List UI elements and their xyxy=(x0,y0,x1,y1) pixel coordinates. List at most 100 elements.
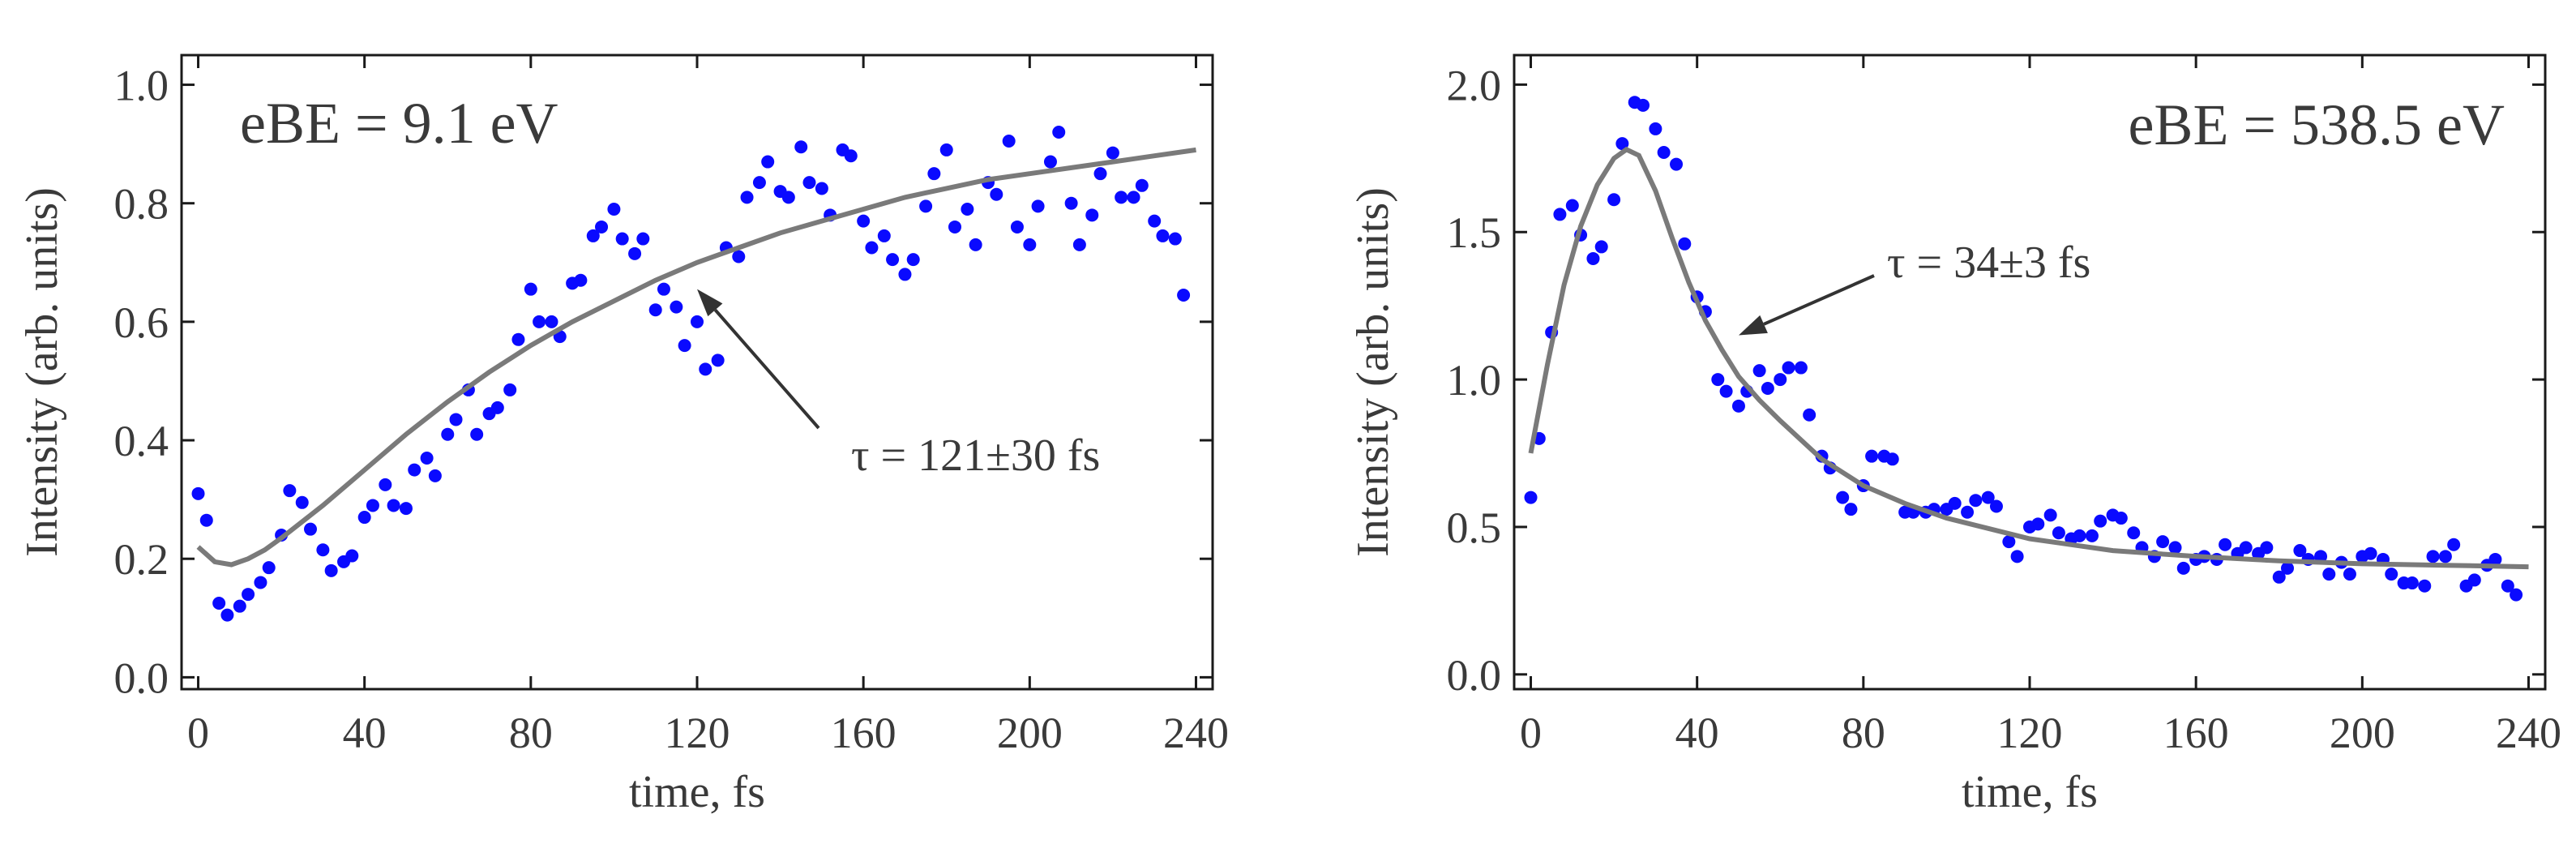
y-tick-label: 2.0 xyxy=(1447,61,1502,109)
data-point xyxy=(699,362,712,376)
data-point xyxy=(2219,538,2232,551)
x-tick-label: 160 xyxy=(2163,709,2229,757)
x-tick-label: 200 xyxy=(2330,709,2395,757)
data-point xyxy=(1948,496,1962,510)
data-point xyxy=(657,282,670,296)
data-point xyxy=(939,143,953,156)
data-point xyxy=(2052,526,2065,540)
data-point xyxy=(1637,98,1650,112)
x-tick-label: 40 xyxy=(1675,709,1719,757)
data-point xyxy=(906,253,920,267)
data-point xyxy=(1553,208,1567,221)
right-x-tick-labels: 0 40 80 120 160 200 240 xyxy=(1520,709,2561,757)
data-point xyxy=(2343,568,2356,581)
data-point xyxy=(781,191,795,204)
data-point xyxy=(2114,512,2128,525)
data-point xyxy=(191,486,205,500)
data-point xyxy=(1043,155,1057,169)
data-point xyxy=(1093,167,1107,181)
data-point xyxy=(428,469,442,482)
data-point xyxy=(2293,544,2307,558)
data-point xyxy=(220,608,234,622)
left-y-axis-label: Intensity (arb. units) xyxy=(17,187,67,557)
data-point xyxy=(2239,541,2253,555)
data-point xyxy=(2314,550,2328,563)
data-point xyxy=(2281,561,2294,575)
data-point xyxy=(648,303,662,317)
data-point xyxy=(1607,193,1621,207)
data-point xyxy=(545,315,558,328)
right-annotation-arrowhead xyxy=(1738,315,1768,336)
right-y-tick-labels: 0.0 0.5 1.0 1.5 2.0 xyxy=(1447,61,1502,699)
y-tick-label: 0.8 xyxy=(114,180,169,229)
data-point xyxy=(886,253,900,267)
data-point xyxy=(948,220,961,233)
data-point xyxy=(1761,382,1774,396)
data-point xyxy=(1865,449,1879,463)
data-point xyxy=(1085,208,1099,222)
right-ticks xyxy=(1514,55,2545,689)
left-y-tick-labels: 0.0 0.2 0.4 0.6 0.8 1.0 xyxy=(114,62,169,703)
data-point xyxy=(254,576,267,589)
data-point xyxy=(752,176,766,190)
y-tick-label: 1.0 xyxy=(1447,356,1502,405)
data-point xyxy=(815,182,828,195)
data-point xyxy=(449,413,463,426)
x-tick-label: 120 xyxy=(1997,709,2063,757)
data-point xyxy=(1711,373,1725,387)
data-point xyxy=(1524,491,1538,504)
data-point xyxy=(615,232,629,246)
left-data-points xyxy=(191,126,1191,622)
x-tick-label: 80 xyxy=(1842,709,1885,757)
data-point xyxy=(961,203,974,216)
right-x-axis-label: time, fs xyxy=(1962,767,2098,817)
data-point xyxy=(1031,199,1045,213)
data-point xyxy=(1731,399,1745,413)
y-tick-label: 0.4 xyxy=(114,417,169,465)
data-point xyxy=(607,203,621,216)
data-point xyxy=(524,282,537,296)
data-point xyxy=(678,339,691,353)
left-fit-curve xyxy=(196,147,1196,568)
data-point xyxy=(1981,491,1995,504)
data-point xyxy=(740,191,754,204)
data-point xyxy=(2156,535,2170,549)
data-point xyxy=(324,563,338,577)
data-point xyxy=(1615,137,1629,151)
data-point xyxy=(865,241,879,255)
right-fit-curve xyxy=(1528,146,2529,570)
data-point xyxy=(711,353,725,367)
data-point xyxy=(1594,240,1608,254)
data-point xyxy=(1836,491,1850,504)
data-point xyxy=(366,499,379,512)
data-point xyxy=(2085,529,2099,542)
data-point xyxy=(990,187,1003,201)
data-point xyxy=(1115,191,1128,204)
data-point xyxy=(898,268,912,281)
data-point xyxy=(199,513,213,527)
data-point xyxy=(1678,237,1692,251)
data-point xyxy=(1072,238,1086,251)
data-point xyxy=(628,246,642,260)
data-point xyxy=(2405,576,2419,590)
y-tick-label: 1.5 xyxy=(1447,208,1502,257)
data-point xyxy=(379,478,392,491)
data-point xyxy=(399,502,413,516)
data-point xyxy=(316,543,330,557)
data-point xyxy=(2010,550,2024,563)
data-point xyxy=(304,522,317,536)
data-point xyxy=(1961,505,1975,519)
x-tick-label: 240 xyxy=(2496,709,2561,757)
left-panel-label: eBE = 9.1 eV xyxy=(240,91,558,156)
data-point xyxy=(1148,214,1162,228)
data-point xyxy=(1052,126,1066,139)
x-tick-label: 40 xyxy=(343,709,387,757)
data-point xyxy=(586,229,600,242)
data-point xyxy=(2322,568,2336,581)
left-x-tick-labels: 0 40 80 120 160 200 240 xyxy=(187,709,1229,757)
y-tick-label: 0.6 xyxy=(114,298,169,347)
left-annotation-arrowhead xyxy=(697,289,723,317)
data-point xyxy=(2260,541,2274,555)
data-point xyxy=(470,427,484,441)
data-point xyxy=(1774,373,1787,387)
